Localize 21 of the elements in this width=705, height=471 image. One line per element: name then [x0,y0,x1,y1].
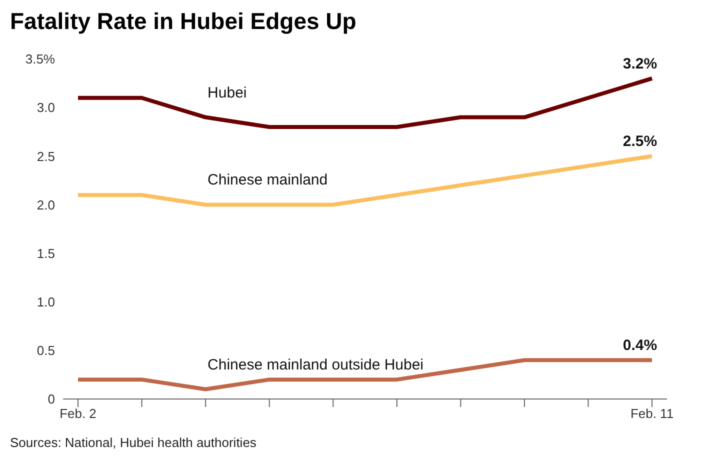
line-series [76,358,654,392]
series-label: Chinese mainland [208,172,328,189]
source-note: Sources: National, Hubei health authorities [10,435,258,450]
chart-title: Fatality Rate in Hubei Edges Up [10,8,358,35]
y-tick-label: 1.0 [36,294,55,310]
y-tick-label: 0.5 [36,343,55,358]
line-series [76,154,654,207]
x-tick-label: Feb. 11 [630,406,674,422]
y-tick-label: 3.5% [25,52,56,67]
y-tick-label: 3.0 [36,100,55,116]
y-tick-label: 0 [48,392,55,407]
line-series [76,76,654,129]
y-tick-label: 2.0 [36,197,55,212]
x-tick-label: Feb. 2 [60,406,96,422]
series-label: Hubei [208,84,247,102]
annotation: 3.2% [622,55,658,72]
y-tick-label: 1.5 [36,246,55,261]
y-tick-label: 2.5 [36,148,55,164]
series-label: Chinese mainland outside Hubei [208,356,424,374]
annotation: 0.4% [622,337,658,354]
annotation: 2.5% [622,133,658,150]
